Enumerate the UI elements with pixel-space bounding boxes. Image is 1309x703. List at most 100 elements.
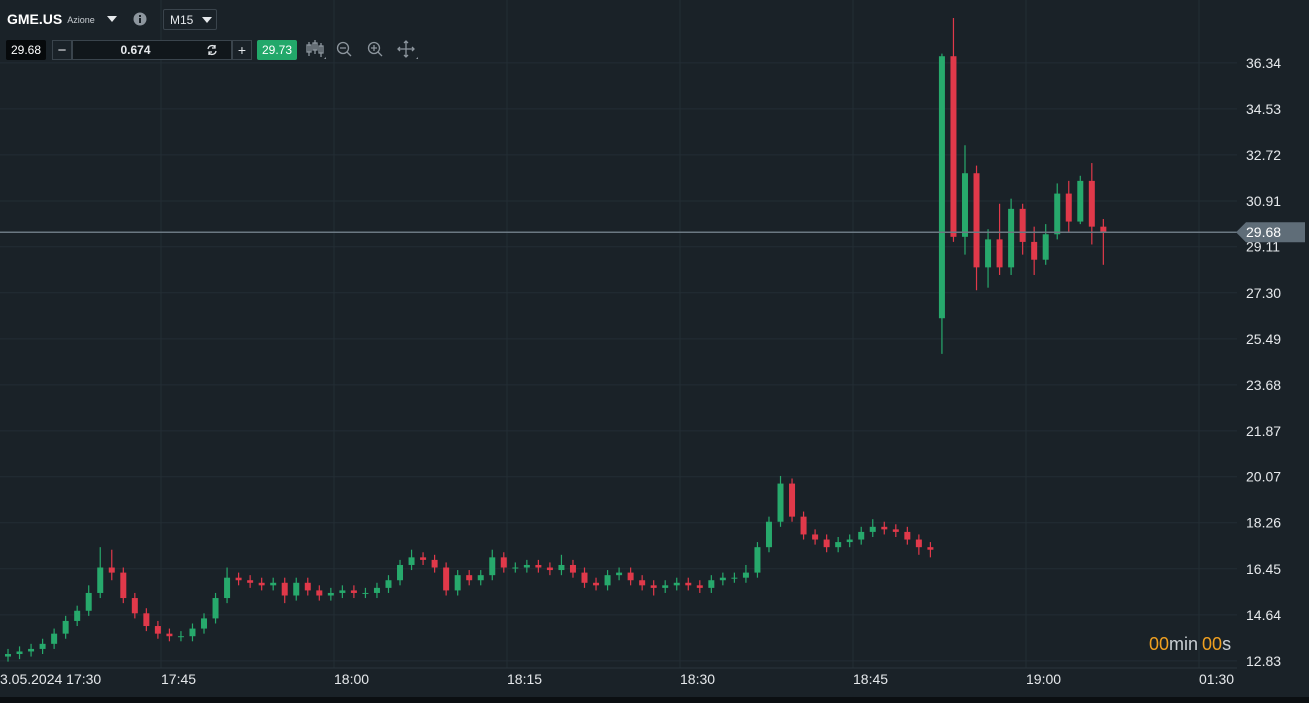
candle-body bbox=[454, 575, 461, 591]
y-tick-label: 20.07 bbox=[1246, 469, 1281, 485]
timeframe-select[interactable]: M15 bbox=[163, 9, 217, 30]
candle-body bbox=[858, 531, 865, 540]
candle-body bbox=[108, 567, 115, 573]
zoom-in[interactable] bbox=[367, 41, 383, 57]
candle-body bbox=[523, 564, 530, 568]
candle-body bbox=[696, 585, 703, 588]
candle-body bbox=[1042, 234, 1049, 260]
candle-body bbox=[189, 628, 196, 637]
candle-body bbox=[131, 598, 138, 614]
volume-value: 0.674 bbox=[120, 43, 151, 57]
y-tick-label: 21.87 bbox=[1246, 423, 1281, 439]
instrument-kind: Azione bbox=[67, 15, 95, 25]
sell-price[interactable]: 29.68 bbox=[6, 40, 46, 60]
y-tick-label: 36.34 bbox=[1246, 55, 1281, 71]
candle-body bbox=[742, 572, 749, 578]
pan-tool[interactable] bbox=[397, 40, 415, 58]
candle-body bbox=[869, 526, 876, 532]
volume-plus[interactable]: + bbox=[232, 40, 252, 60]
candle-body bbox=[212, 598, 219, 619]
countdown-seconds: 00 bbox=[1202, 633, 1223, 654]
x-tick-label: 18:15 bbox=[507, 671, 542, 687]
y-tick-label: 29.11 bbox=[1246, 239, 1280, 255]
candle-body bbox=[373, 587, 380, 593]
candle-body bbox=[293, 582, 300, 596]
candle-body bbox=[593, 582, 600, 586]
x-tick-label: 19:00 bbox=[1026, 671, 1061, 687]
candle-body bbox=[731, 577, 738, 579]
zoom-out[interactable] bbox=[336, 41, 352, 57]
y-tick-label: 23.68 bbox=[1246, 377, 1281, 393]
candle-body bbox=[754, 547, 761, 573]
candle-body bbox=[1008, 208, 1015, 268]
buy-price[interactable]: 29.73 bbox=[257, 40, 297, 60]
candle-body bbox=[28, 648, 35, 652]
candle-body bbox=[812, 534, 819, 540]
candle-body bbox=[604, 575, 611, 586]
y-tick-label: 14.64 bbox=[1246, 607, 1281, 623]
candle-body bbox=[1088, 180, 1095, 227]
sell-value: 29.68 bbox=[10, 43, 42, 57]
symbol-bar: GME.US Azione bbox=[7, 9, 147, 29]
candle-body bbox=[304, 582, 311, 591]
price-tag bbox=[1236, 222, 1305, 243]
candle-body bbox=[627, 572, 634, 581]
candle-body bbox=[985, 239, 992, 268]
candle-body bbox=[777, 483, 784, 522]
countdown-sec-unit: s bbox=[1222, 633, 1232, 654]
candle-body bbox=[477, 575, 484, 581]
candle-body bbox=[408, 557, 415, 565]
candle-body bbox=[51, 633, 58, 644]
candle-body bbox=[569, 564, 576, 573]
candle-body bbox=[719, 577, 726, 581]
candle-body bbox=[685, 582, 692, 586]
candle-body bbox=[97, 567, 104, 593]
symbol-dropdown[interactable] bbox=[106, 15, 118, 23]
candle-body bbox=[708, 580, 715, 588]
candle-body bbox=[915, 539, 922, 548]
candle-body bbox=[166, 633, 173, 637]
candle-body bbox=[431, 559, 438, 568]
chart-type-icon[interactable] bbox=[306, 40, 324, 57]
candle-body bbox=[316, 590, 323, 596]
symbol: GME.US bbox=[7, 11, 63, 27]
candle-body bbox=[512, 567, 519, 569]
candle-body bbox=[420, 557, 427, 560]
countdown: 00 min 00 s bbox=[1149, 633, 1231, 655]
buy-value: 29.73 bbox=[261, 43, 293, 57]
candle-body bbox=[235, 577, 242, 581]
candle-body bbox=[120, 572, 127, 599]
candle-body bbox=[639, 580, 646, 586]
candle-body bbox=[616, 572, 623, 576]
candle-body bbox=[385, 580, 392, 588]
candle-body bbox=[823, 539, 830, 548]
candle-body bbox=[950, 56, 957, 237]
info-icon[interactable] bbox=[133, 12, 147, 26]
candle-body bbox=[1019, 208, 1026, 242]
candle-body bbox=[224, 577, 231, 599]
candle-body bbox=[892, 529, 899, 532]
volume-input[interactable]: 0.674 bbox=[72, 40, 232, 60]
candle-body bbox=[154, 626, 161, 634]
candle-body bbox=[350, 590, 357, 593]
candle-body bbox=[927, 547, 934, 550]
candle-body bbox=[996, 239, 1003, 268]
candle-body bbox=[1100, 226, 1107, 233]
candle-body bbox=[281, 582, 288, 596]
y-tick-label: 30.91 bbox=[1246, 193, 1281, 209]
candle-body bbox=[500, 557, 507, 568]
candle-body bbox=[85, 592, 92, 611]
y-tick-label: 27.30 bbox=[1246, 285, 1281, 301]
x-tick-label: 3.05.2024 17:30 bbox=[0, 671, 101, 687]
candle-body bbox=[270, 582, 277, 586]
candle-body bbox=[74, 610, 81, 621]
candle-body bbox=[1065, 193, 1072, 222]
candle-body bbox=[846, 539, 853, 543]
volume-minus[interactable]: − bbox=[52, 40, 72, 60]
x-tick-label: 17:45 bbox=[161, 671, 196, 687]
swap-icon[interactable] bbox=[206, 44, 218, 56]
candle-body bbox=[258, 582, 265, 586]
candle-body bbox=[835, 542, 842, 548]
